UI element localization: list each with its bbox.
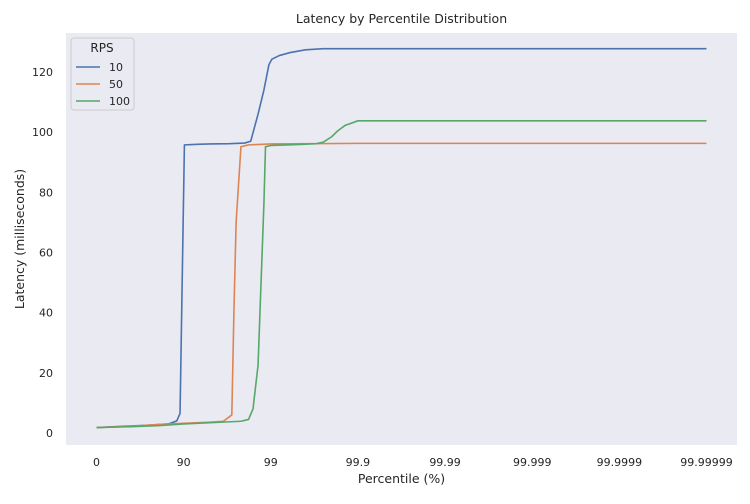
y-axis-ticks: 0 20 40 60 80 100 120 [32,66,53,440]
legend: RPS 10 50 100 [70,37,135,111]
x-axis-label: Percentile (%) [358,471,445,486]
y-tick-label: 20 [39,367,53,380]
x-tick-label: 99 [264,456,278,469]
chart-title: Latency by Percentile Distribution [296,11,507,26]
y-tick-label: 120 [32,66,53,79]
y-tick-label: 60 [39,247,53,260]
plot-area [66,33,737,445]
x-tick-label: 99.999 [513,456,552,469]
y-tick-label: 100 [32,126,53,139]
legend-items: 10 50 100 [76,61,130,108]
x-tick-label: 99.9 [346,456,371,469]
legend-title: RPS [90,41,113,55]
x-axis-ticks: 0 90 99 99.9 99.99 99.999 99.9999 99.99999 [93,456,733,469]
y-tick-label: 40 [39,307,53,320]
series-line-100 [96,120,707,429]
y-axis-label: Latency (milliseconds) [12,169,27,309]
x-tick-label: 90 [177,456,191,469]
series-line-50 [96,142,707,429]
legend-label-10: 10 [109,61,123,74]
y-tick-label: 0 [46,427,53,440]
x-tick-label: 0 [93,456,100,469]
x-tick-label: 99.9999 [597,456,643,469]
x-tick-label: 99.99999 [680,456,733,469]
x-tick-label: 99.99 [429,456,461,469]
series-layer [96,47,707,429]
legend-box [70,37,135,111]
legend-label-50: 50 [109,78,123,91]
y-tick-label: 80 [39,186,53,199]
legend-label-100: 100 [109,95,130,108]
series-line-10 [96,47,707,429]
